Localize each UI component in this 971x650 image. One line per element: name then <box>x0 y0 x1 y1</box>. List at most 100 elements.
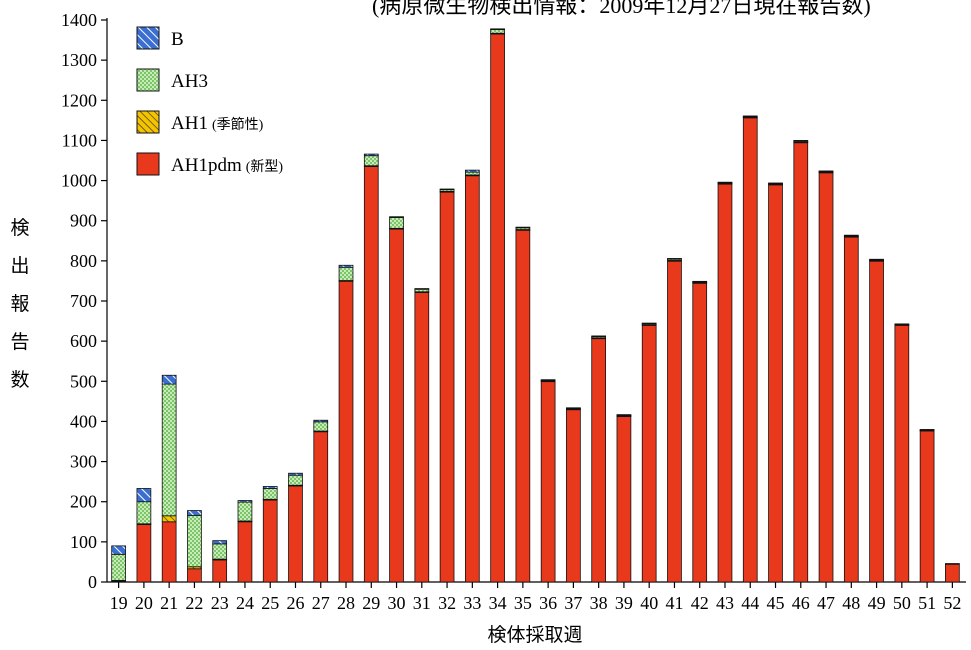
y-tick-label: 1200 <box>61 90 97 110</box>
legend-label-ah1: AH1 (季節性) <box>171 113 264 134</box>
bar-ah3-19 <box>111 553 126 581</box>
bar-b-37 <box>566 407 581 409</box>
bar-ah1pdm-22 <box>187 568 202 583</box>
bar-b-32 <box>439 188 455 191</box>
bar-ah1pdm-28 <box>338 280 354 583</box>
y-tick-label: 1400 <box>61 10 97 30</box>
bar-b-23 <box>212 540 228 545</box>
bar-b-25 <box>262 486 278 489</box>
x-tick-label: 52 <box>943 593 961 613</box>
bar-ah3-22 <box>187 514 202 568</box>
x-tick-label: 22 <box>185 593 203 613</box>
bar-ah1pdm-35 <box>515 229 531 583</box>
bar-ah1pdm-39 <box>616 415 632 583</box>
bar-b-40 <box>641 322 657 325</box>
y-axis-label-char: 出 <box>10 256 30 277</box>
bar-b-26 <box>288 472 303 476</box>
x-tick-label: 50 <box>893 593 911 613</box>
bar-ah1pdm-45 <box>768 184 783 583</box>
y-tick-label: 500 <box>70 371 97 391</box>
legend-label-ah1pdm: AH1pdm (新型) <box>171 155 283 176</box>
x-tick-label: 36 <box>539 593 557 613</box>
x-tick-label: 44 <box>741 593 759 613</box>
bar-b-48 <box>843 234 859 237</box>
bar-ah1pdm-47 <box>818 172 834 583</box>
bar-b-38 <box>591 335 607 338</box>
bar-ah1pdm-51 <box>919 430 935 583</box>
bar-b-30 <box>389 216 404 218</box>
bar-b-20 <box>136 488 152 503</box>
legend-swatch-ah3 <box>136 68 160 92</box>
bar-ah1pdm-52 <box>945 563 960 583</box>
x-tick-label: 46 <box>792 593 810 613</box>
bar-ah3-30 <box>389 217 404 229</box>
x-tick-label: 23 <box>211 593 229 613</box>
bar-ah1pdm-21 <box>161 521 177 583</box>
bar-ah1pdm-34 <box>490 33 505 583</box>
legend-note-ah1pdm: (新型) <box>246 159 284 175</box>
bar-b-27 <box>313 419 329 423</box>
x-tick-label: 41 <box>665 593 683 613</box>
bar-ah1pdm-48 <box>843 236 859 583</box>
x-tick-label: 27 <box>312 593 330 613</box>
y-tick-label: 300 <box>70 452 97 472</box>
y-tick-label: 700 <box>70 291 97 311</box>
bar-ah1pdm-36 <box>540 380 556 583</box>
bars-group <box>111 28 960 583</box>
bar-b-49 <box>869 258 884 261</box>
bar-ah1pdm-42 <box>692 282 708 583</box>
x-tick-label: 38 <box>590 593 608 613</box>
x-tick-label: 28 <box>337 593 355 613</box>
x-tick-label: 42 <box>691 593 709 613</box>
y-tick-label: 1300 <box>61 50 97 70</box>
x-tick-label: 25 <box>261 593 279 613</box>
y-tick-label: 900 <box>70 211 97 231</box>
bar-ah1pdm-24 <box>237 521 253 583</box>
bar-b-50 <box>894 323 910 326</box>
y-tick-label: 800 <box>70 251 97 271</box>
x-tick-label: 21 <box>160 593 178 613</box>
x-tick-label: 30 <box>388 593 406 613</box>
bar-ah1pdm-41 <box>667 260 682 583</box>
bar-ah1-21 <box>161 515 177 523</box>
bar-b-39 <box>616 414 632 416</box>
bar-b-19 <box>111 545 126 555</box>
bar-ah1pdm-30 <box>389 228 404 583</box>
bar-ah3-28 <box>338 266 354 281</box>
x-tick-label: 26 <box>286 593 304 613</box>
axes: 0 100 200 300 400 500 600 700 800 900 1000 1100 1200… <box>61 10 966 613</box>
bar-ah1pdm-43 <box>717 183 733 583</box>
x-tick-label: 31 <box>413 593 431 613</box>
bar-ah3-20 <box>136 501 152 525</box>
bar-b-28 <box>338 264 354 268</box>
y-axis-label-char: 告 <box>10 332 30 353</box>
x-tick-label: 24 <box>236 593 254 613</box>
bar-ah1pdm-27 <box>313 431 329 583</box>
x-tick-label: 39 <box>615 593 633 613</box>
bar-ah3-25 <box>262 488 278 500</box>
x-tick-label: 49 <box>868 593 886 613</box>
bar-ah3-27 <box>313 421 329 432</box>
y-axis-label-char: 報 <box>10 294 30 315</box>
legend-swatch-ah1pdm <box>136 152 160 176</box>
bar-b-42 <box>692 280 708 283</box>
bar-b-51 <box>919 429 935 431</box>
bar-ah1pdm-44 <box>742 117 758 583</box>
x-axis-label: 検体採取週 <box>487 625 583 646</box>
bar-ah1pdm-40 <box>641 324 657 583</box>
bar-ah1pdm-32 <box>439 191 455 583</box>
x-tick-label: 32 <box>438 593 456 613</box>
x-tick-label: 43 <box>716 593 734 613</box>
x-tick-label: 40 <box>640 593 658 613</box>
legend: B AH3 AH1 (季節性) AH1pdm (新型) <box>136 26 283 176</box>
bar-ah1pdm-25 <box>262 499 278 583</box>
bar-ah1pdm-20 <box>136 524 152 583</box>
y-tick-label: 600 <box>70 331 97 351</box>
bar-b-45 <box>768 182 783 185</box>
x-tick-label: 29 <box>362 593 380 613</box>
bar-b-41 <box>667 258 682 260</box>
x-tick-label: 34 <box>489 593 507 613</box>
bar-ah3-33 <box>464 171 480 176</box>
bar-ah3-21 <box>161 383 177 517</box>
